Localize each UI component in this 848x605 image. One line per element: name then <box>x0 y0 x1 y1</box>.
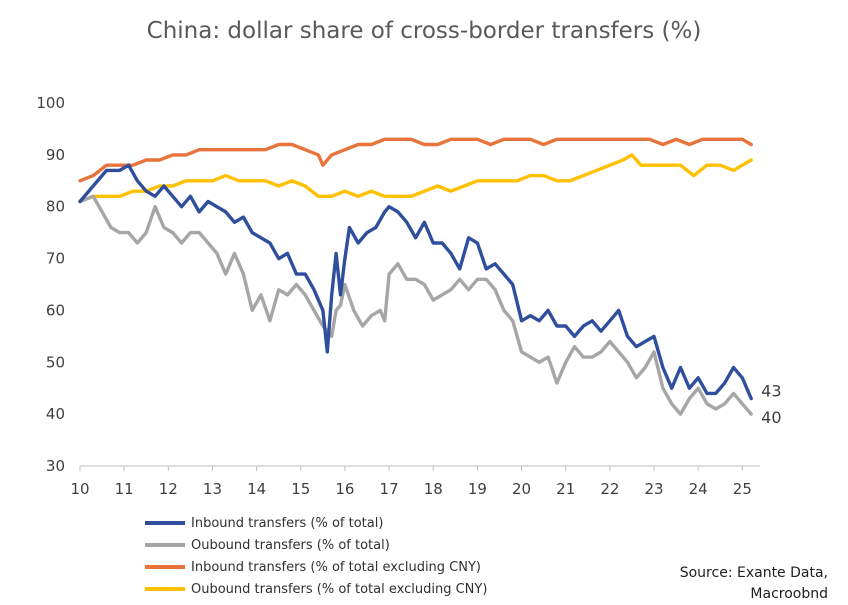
x-tick-label: 15 <box>291 480 310 498</box>
legend-swatch <box>145 565 185 569</box>
legend-label: Oubound transfers (% of total) <box>191 537 390 553</box>
y-tick-label: 70 <box>46 250 65 268</box>
x-tick-label: 23 <box>644 480 663 498</box>
x-tick-label: 25 <box>733 480 752 498</box>
x-tick-label: 24 <box>689 480 708 498</box>
series-line-0 <box>78 163 753 401</box>
end-value-label: 40 <box>761 408 781 427</box>
legend-item: Oubound transfers (% of total) <box>145 534 487 556</box>
line-chart: 30 40 50 60 70 80 90 100 10 11 12 13 14 15 16 17 18 19 20 2… <box>36 94 781 498</box>
legend-item: Oubound transfers (% of total excluding … <box>145 578 487 600</box>
series-line-3 <box>78 153 753 204</box>
y-tick-label: 80 <box>46 198 65 216</box>
legend-item: Inbound transfers (% of total excluding … <box>145 556 487 578</box>
x-tick-label: 22 <box>600 480 619 498</box>
legend-item: Inbound transfers (% of total) <box>145 512 487 534</box>
x-tick-label: 17 <box>380 480 399 498</box>
series-line-2 <box>78 137 753 183</box>
legend-label: Inbound transfers (% of total excluding … <box>191 559 481 575</box>
legend-swatch <box>145 521 185 525</box>
y-tick-label: 50 <box>46 353 65 371</box>
x-tick-label: 16 <box>335 480 354 498</box>
legend-swatch <box>145 587 185 591</box>
chart-title: China: dollar share of cross-border tran… <box>146 18 702 44</box>
source-line-2: Macroobnd <box>750 586 828 602</box>
legend-label: Oubound transfers (% of total excluding … <box>191 581 488 597</box>
x-tick-label: 10 <box>70 480 89 498</box>
x-tick-label: 11 <box>115 480 134 498</box>
legend-swatch <box>145 543 185 547</box>
x-tick-label: 20 <box>512 480 531 498</box>
end-value-label: 43 <box>761 382 781 401</box>
x-tick-label: 21 <box>556 480 575 498</box>
y-tick-label: 90 <box>46 146 65 164</box>
x-tick-label: 13 <box>203 480 222 498</box>
y-tick-label: 30 <box>46 457 65 475</box>
source-line-1: Source: Exante Data, <box>679 565 828 581</box>
chart-legend: Inbound transfers (% of total) Oubound tr… <box>145 512 487 600</box>
series-line-1 <box>78 194 753 416</box>
legend-label: Inbound transfers (% of total) <box>191 515 384 531</box>
y-tick-label: 40 <box>46 405 65 423</box>
x-tick-label: 12 <box>159 480 178 498</box>
x-tick-label: 19 <box>468 480 487 498</box>
y-tick-label: 100 <box>36 94 65 112</box>
x-tick-label: 18 <box>424 480 443 498</box>
x-tick-label: 14 <box>247 480 266 498</box>
y-tick-label: 60 <box>46 301 65 319</box>
source-note: Source: Exante Data, Macroobnd <box>680 563 828 605</box>
